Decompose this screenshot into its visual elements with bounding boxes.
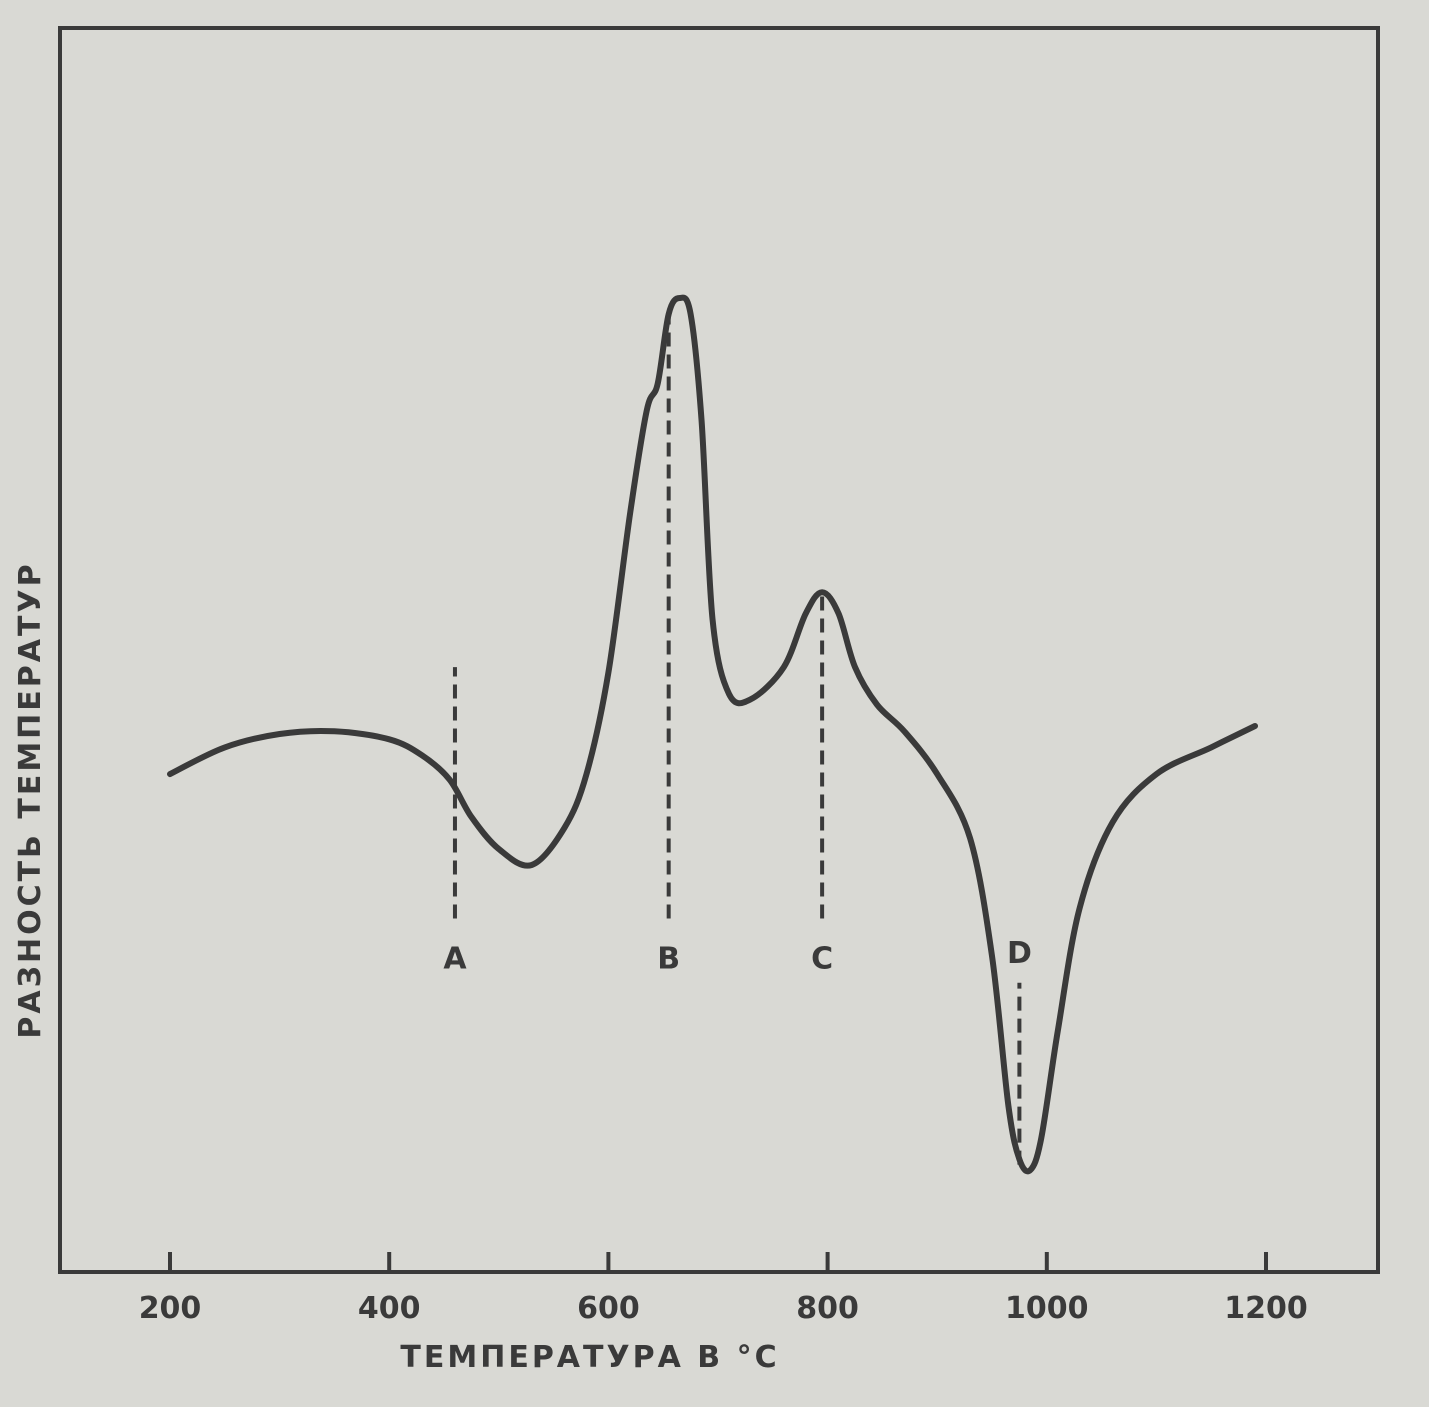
x-tick-label-800: 800 [796,1291,859,1326]
transition-markers: A B C D [443,308,1032,1165]
x-tick-labels: 200 400 600 800 1000 1200 [139,1291,1308,1326]
plot-frame [58,26,1380,1274]
x-tick-label-1200: 1200 [1224,1291,1308,1326]
marker-label-c: C [811,942,833,977]
x-tick-marks [168,1252,1268,1272]
x-tick-label-400: 400 [358,1291,421,1326]
x-axis-title: ТЕМПЕРАТУРА В °С [400,1340,779,1375]
x-tick-label-1000: 1000 [1005,1291,1089,1326]
marker-label-d: D [1007,936,1032,971]
marker-label-a: A [443,942,467,977]
x-tick-label-600: 600 [577,1291,640,1326]
x-tick-label-200: 200 [139,1291,202,1326]
dta-curve [167,294,1258,1175]
y-axis-title: РАЗНОСТЬ ТЕМПЕРАТУР [13,561,48,1038]
marker-label-b: B [657,942,680,977]
